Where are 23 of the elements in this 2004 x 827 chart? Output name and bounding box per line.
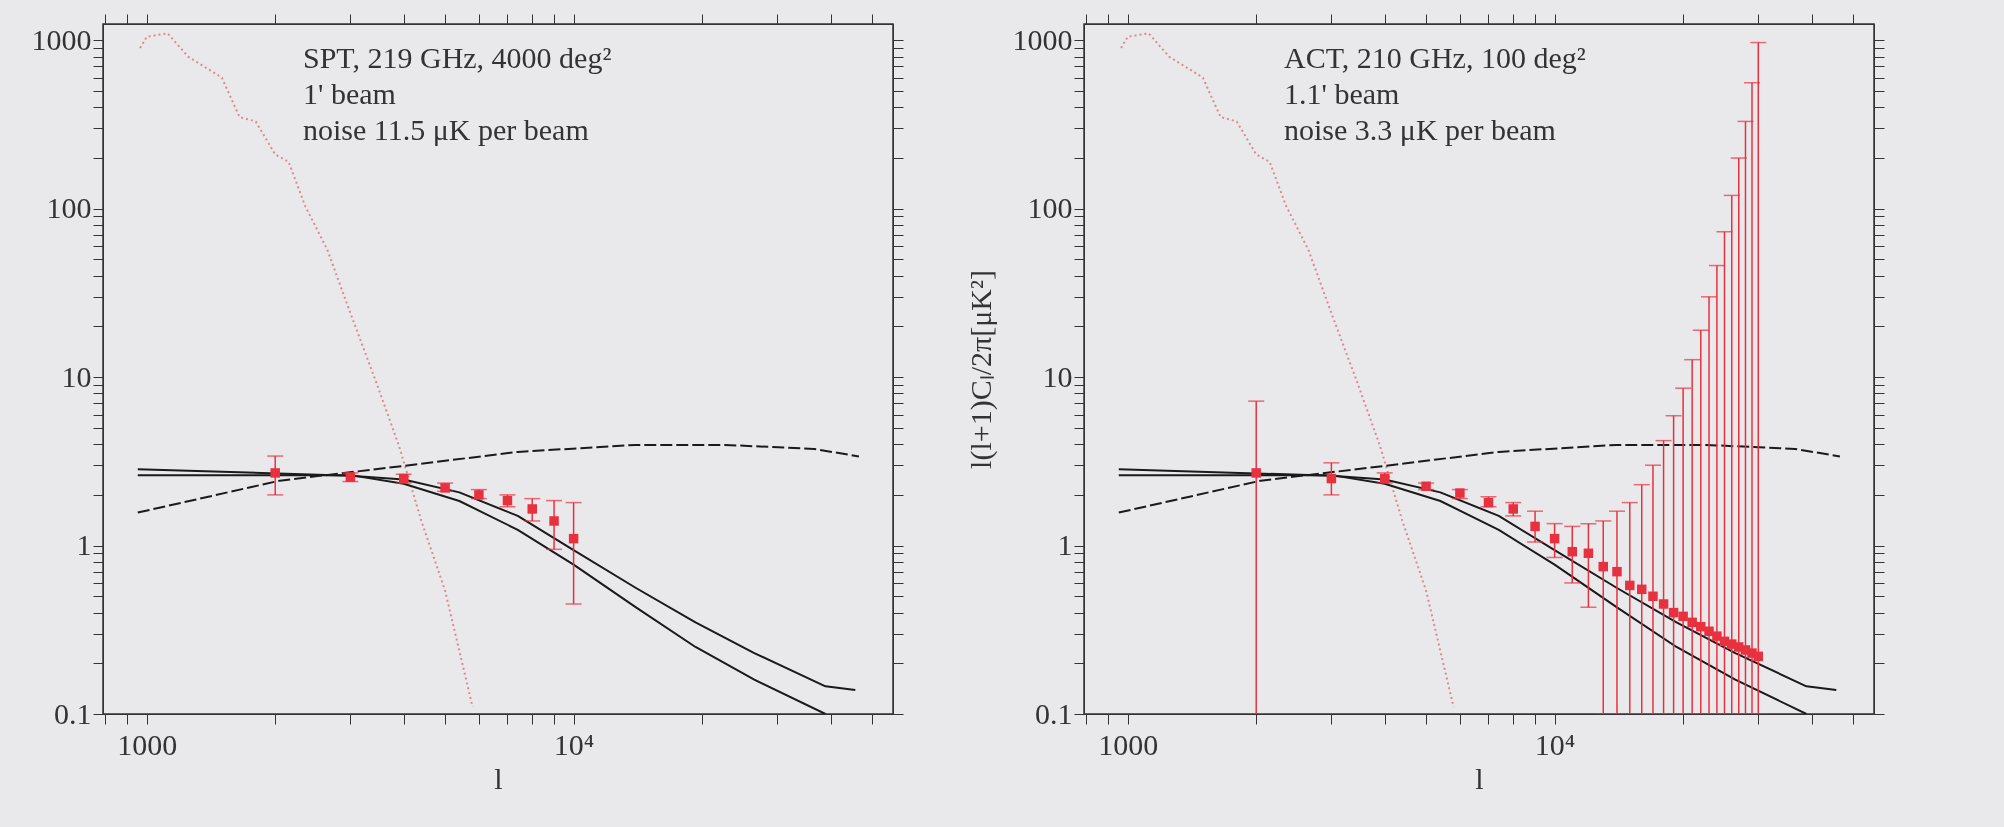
x-tick-label: 10⁴ (1534, 727, 1576, 761)
x-axis-title: l (1475, 761, 1484, 795)
y-tick-label: 10 (1042, 359, 1073, 393)
y-tick-label: 1000 (31, 22, 92, 56)
y-tick-label: 0.1 (54, 696, 92, 730)
annotation: 1.1' beam (1284, 77, 1400, 110)
y-tick-label: 1000 (1012, 22, 1073, 56)
x-tick-label: 1000 (117, 727, 178, 761)
y-axis-title: l(l+1)Cₗ/2π[μK²] (963, 270, 998, 469)
y-tick-label: 1 (76, 528, 92, 562)
annotation: noise 11.5 μK per beam (303, 113, 589, 146)
annotation: noise 3.3 μK per beam (1284, 113, 1556, 146)
annotation: ACT, 210 GHz, 100 deg² (1284, 41, 1586, 74)
annotation: 1' beam (303, 77, 396, 110)
x-tick-label: 1000 (1098, 727, 1159, 761)
y-tick-label: 100 (46, 191, 92, 225)
y-tick-label: 100 (1027, 191, 1073, 225)
x-axis-title: l (494, 761, 503, 795)
annotation: SPT, 219 GHz, 4000 deg² (303, 41, 612, 74)
y-tick-label: 10 (61, 359, 92, 393)
y-tick-label: 1 (1057, 528, 1073, 562)
x-tick-label: 10⁴ (553, 727, 595, 761)
y-tick-label: 0.1 (1035, 696, 1073, 730)
